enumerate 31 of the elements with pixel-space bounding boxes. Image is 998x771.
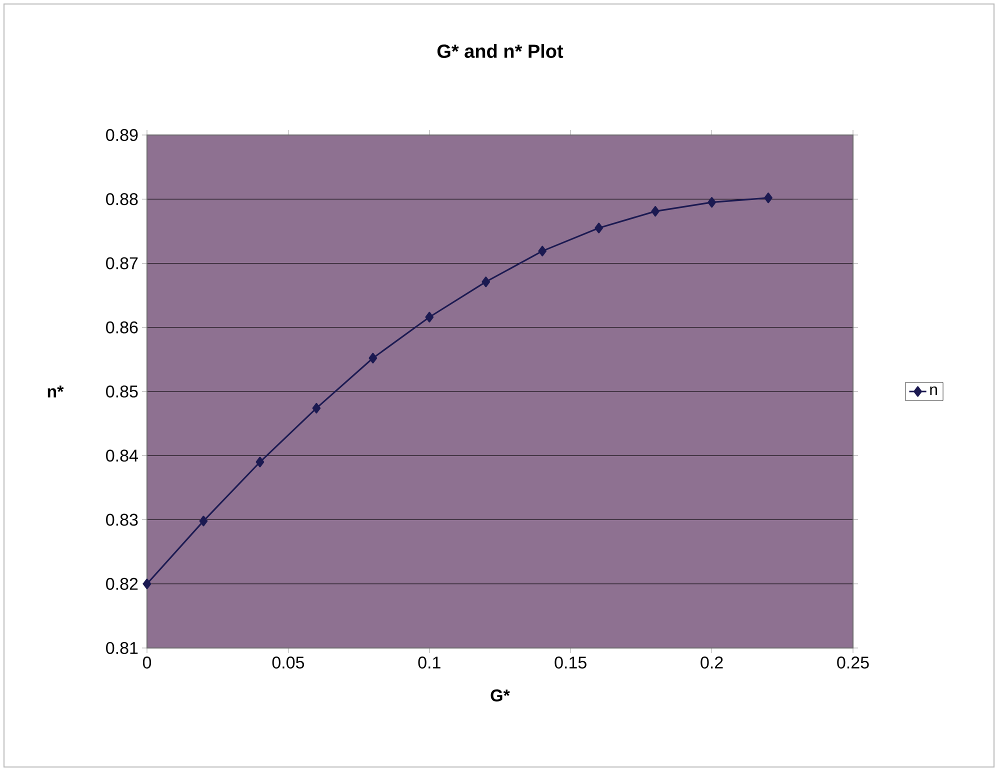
point (368, 352, 378, 364)
y-tick-label: 0.81 (106, 642, 138, 654)
point (708, 197, 716, 208)
x-tick-label: 0.1 (418, 656, 440, 669)
point (651, 206, 660, 217)
x-tick-label: 0.15 (554, 656, 586, 669)
point (538, 246, 547, 256)
x-axis-title: G* (490, 689, 510, 702)
y-tick-label: 0.88 (106, 193, 138, 206)
y-tick-label: 0.86 (106, 321, 138, 334)
x-tick-label: 0 (142, 656, 152, 669)
y-tick-label: 0.82 (106, 578, 138, 590)
point (142, 578, 152, 590)
y-tick-label: 0.83 (106, 514, 138, 526)
point (482, 276, 490, 288)
point (764, 192, 772, 204)
legend-label: n (930, 386, 937, 396)
chart-title: G* and n* Plot (437, 44, 564, 58)
point (199, 516, 208, 526)
y-tick-label: 0.89 (106, 128, 138, 142)
x-tick-label: 0.05 (272, 656, 304, 669)
point (425, 312, 434, 322)
y-tick-label: 0.85 (106, 385, 138, 398)
y-tick-label: 0.87 (106, 257, 138, 270)
point (594, 222, 604, 234)
x-tick-label: 0.25 (837, 656, 869, 669)
point (312, 402, 321, 414)
point (256, 456, 264, 468)
y-axis-title: n* (48, 386, 64, 398)
y-tick-label: 0.84 (106, 450, 138, 462)
x-tick-label: 0.2 (700, 656, 723, 669)
